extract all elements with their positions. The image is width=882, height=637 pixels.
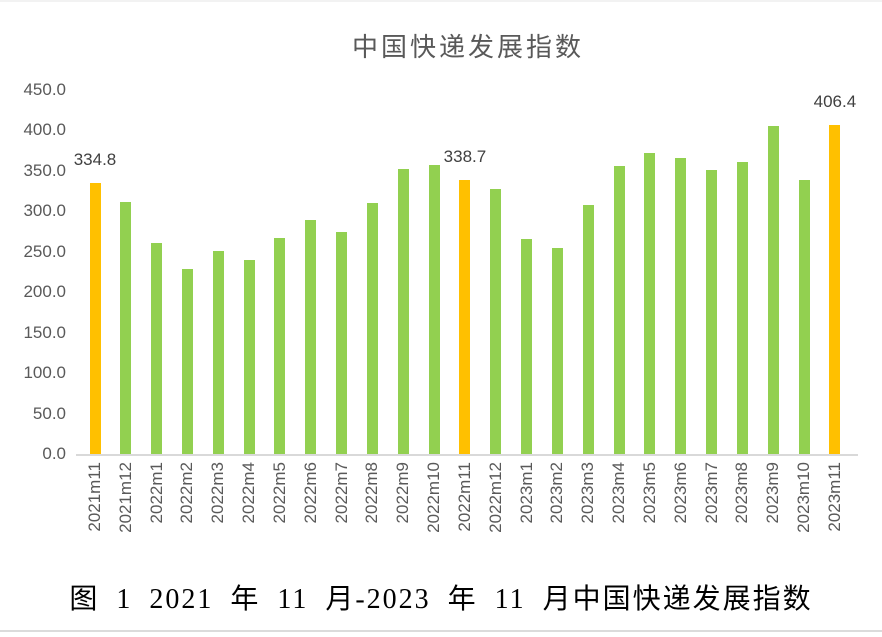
data-label-2022m11: 338.7: [443, 147, 487, 166]
bar-2022m12: [490, 189, 502, 454]
bar-2022m2: [181, 269, 193, 454]
x-axis-label-text: 2022m1: [146, 462, 166, 524]
x-axis-label-text: 2023m10: [794, 462, 814, 533]
bar-2022m10: [428, 165, 440, 454]
bar-2023m9: [767, 126, 779, 454]
x-axis-label-text: 2022m12: [485, 462, 505, 533]
x-axis-label-text: 2022m7: [331, 462, 351, 524]
bar-2022m11: [459, 180, 471, 454]
bar-2022m7: [336, 232, 348, 454]
x-axis-label-text: 2023m1: [516, 462, 536, 524]
y-axis-tick-label: 400.0: [23, 120, 66, 139]
page-top-border: [0, 0, 882, 2]
x-axis-label-text: 2022m11: [454, 462, 474, 532]
page-bottom-border: [0, 630, 882, 632]
y-axis-tick-label: 450.0: [23, 79, 66, 99]
x-axis-label-text: 2023m5: [639, 462, 659, 524]
x-axis-label-text: 2023m6: [670, 462, 690, 524]
bar-2023m6: [675, 158, 687, 454]
y-axis-tick-label: 0.0: [42, 444, 66, 463]
x-axis-label-text: 2022m4: [239, 462, 259, 524]
x-axis-label-text: 2022m3: [208, 462, 228, 524]
figure-caption: 图 1 2021 年 11 月-2023 年 11 月中国快递发展指数: [69, 584, 813, 615]
x-axis-label-text: 2023m4: [609, 462, 629, 524]
bar-2021m11: [89, 183, 101, 454]
y-axis-tick-label: 150.0: [23, 322, 66, 342]
x-axis-label-text: 2023m9: [763, 462, 783, 524]
x-axis-line: [76, 454, 858, 456]
y-axis-tick-label: 250.0: [23, 241, 66, 261]
y-axis-tick-label: 300.0: [23, 201, 66, 220]
y-axis-tick-label: 50.0: [32, 403, 66, 423]
bar-2022m3: [212, 251, 224, 454]
bar-2023m4: [613, 166, 625, 454]
x-axis-label-text: 2023m7: [701, 462, 721, 524]
chart-title: 中国快递发展指数: [351, 32, 584, 62]
x-axis-label-text: 2021m11: [85, 462, 104, 532]
x-axis-label-text: 2021m12: [115, 462, 135, 533]
x-axis-label-text: 2022m2: [177, 462, 197, 524]
bar-2022m1: [151, 243, 163, 454]
bar-2022m6: [305, 220, 317, 454]
x-axis-label-text: 2022m6: [300, 462, 320, 524]
bar-2022m8: [366, 203, 378, 454]
bar-2022m5: [274, 238, 286, 454]
x-axis-label-text: 2023m2: [547, 462, 567, 524]
bar-2022m4: [243, 260, 255, 454]
x-axis-label-text: 2022m5: [269, 462, 289, 524]
data-label-2023m11: 406.4: [813, 92, 857, 111]
x-axis-label-text: 2023m11: [824, 462, 844, 532]
y-axis-tick-label: 350.0: [23, 160, 66, 180]
x-axis-label-text: 2022m8: [362, 462, 382, 524]
bar-2023m5: [644, 153, 656, 454]
bar-2023m1: [521, 239, 533, 454]
bar-2023m2: [551, 248, 563, 454]
bar-2021m12: [120, 202, 132, 454]
data-label-2021m11: 334.8: [73, 150, 117, 169]
bar-2023m3: [582, 205, 594, 454]
x-axis-label-text: 2022m10: [424, 462, 444, 533]
y-axis-tick-label: 200.0: [23, 282, 66, 301]
bar-2023m10: [798, 180, 810, 454]
y-axis-tick-label: 100.0: [23, 363, 66, 382]
x-axis-label-text: 2022m9: [393, 462, 413, 524]
x-axis-label-text: 2023m3: [578, 462, 598, 524]
bar-2023m8: [736, 162, 748, 454]
x-axis-label-text: 2023m8: [732, 462, 752, 524]
bar-2023m7: [706, 170, 718, 454]
bar-2022m9: [397, 169, 409, 454]
bar-2023m11: [829, 125, 841, 454]
